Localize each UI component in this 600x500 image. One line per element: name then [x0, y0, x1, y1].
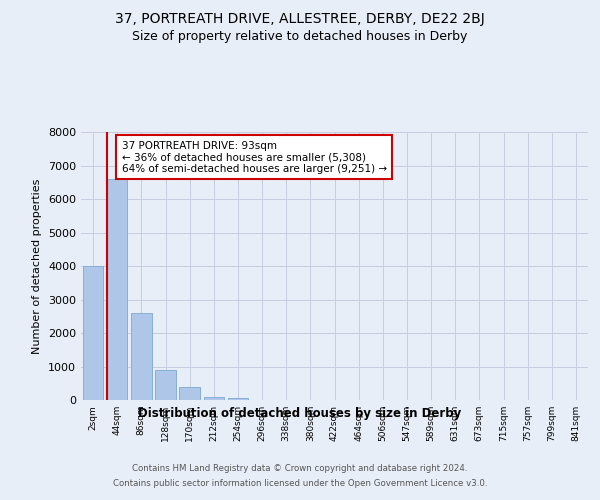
Bar — [227, 398, 248, 400]
Bar — [179, 386, 200, 400]
Text: Contains public sector information licensed under the Open Government Licence v3: Contains public sector information licen… — [113, 479, 487, 488]
Bar — [83, 266, 103, 400]
Text: Size of property relative to detached houses in Derby: Size of property relative to detached ho… — [133, 30, 467, 43]
Text: 37 PORTREATH DRIVE: 93sqm
← 36% of detached houses are smaller (5,308)
64% of se: 37 PORTREATH DRIVE: 93sqm ← 36% of detac… — [122, 140, 386, 173]
Bar — [131, 313, 152, 400]
Text: Distribution of detached houses by size in Derby: Distribution of detached houses by size … — [139, 408, 461, 420]
Bar — [203, 396, 224, 400]
Text: 37, PORTREATH DRIVE, ALLESTREE, DERBY, DE22 2BJ: 37, PORTREATH DRIVE, ALLESTREE, DERBY, D… — [115, 12, 485, 26]
Bar — [155, 370, 176, 400]
Bar — [107, 180, 127, 400]
Text: Contains HM Land Registry data © Crown copyright and database right 2024.: Contains HM Land Registry data © Crown c… — [132, 464, 468, 473]
Y-axis label: Number of detached properties: Number of detached properties — [32, 178, 43, 354]
